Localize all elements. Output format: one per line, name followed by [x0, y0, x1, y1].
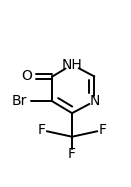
Text: N: N	[89, 94, 100, 108]
Text: F: F	[38, 123, 46, 137]
Text: F: F	[98, 123, 106, 137]
Text: F: F	[68, 147, 76, 161]
Text: O: O	[21, 69, 32, 83]
Text: NH: NH	[62, 58, 82, 72]
Text: Br: Br	[12, 94, 27, 108]
